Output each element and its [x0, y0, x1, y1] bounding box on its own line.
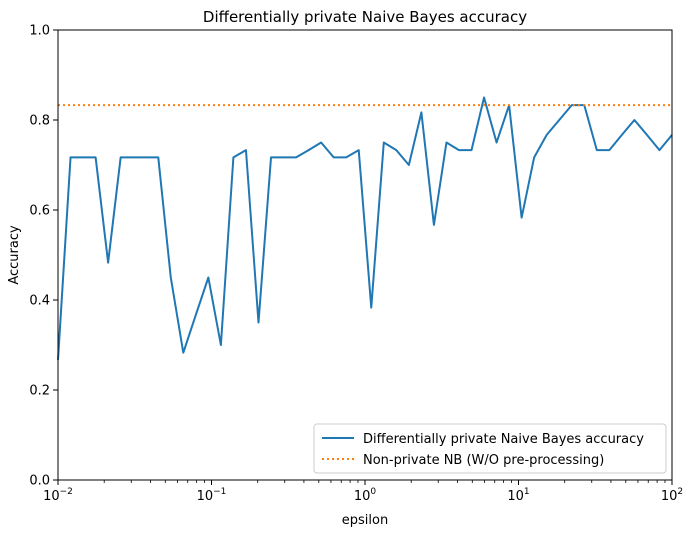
y-tick-label: 0.4 [29, 294, 50, 309]
x-tick-label: 102 [661, 487, 683, 504]
y-tick-label: 1.0 [29, 24, 50, 39]
legend: Differentially private Naive Bayes accur… [313, 423, 667, 474]
legend-box [313, 423, 667, 474]
plot-frame [57, 29, 673, 481]
x-tick-label: 100 [354, 487, 377, 504]
chart-title: Differentially private Naive Bayes accur… [203, 8, 527, 26]
y-axis-ticks: 0.0 0.2 0.4 0.6 0.8 1.0 [29, 24, 58, 489]
x-tick-label: 10−1 [197, 487, 227, 504]
y-axis-label: Accuracy [7, 225, 22, 285]
series-line-dp-accuracy [57, 96, 673, 360]
x-tick-label: 10−2 [43, 487, 73, 504]
x-axis-label: epsilon [342, 513, 388, 528]
y-tick-label: 0.6 [29, 204, 50, 219]
legend-label-non-private: Non-private NB (W/O pre-processing) [363, 453, 604, 468]
x-axis-ticks: 10−2 10−1 100 101 102 [43, 480, 683, 504]
x-tick-label: 101 [507, 487, 529, 504]
y-tick-label: 0.2 [29, 384, 50, 399]
y-tick-label: 0.8 [29, 114, 50, 129]
plot-series [57, 96, 673, 360]
legend-label-dp-accuracy: Differentially private Naive Bayes accur… [363, 432, 644, 447]
y-tick-label: 0.0 [29, 474, 50, 489]
